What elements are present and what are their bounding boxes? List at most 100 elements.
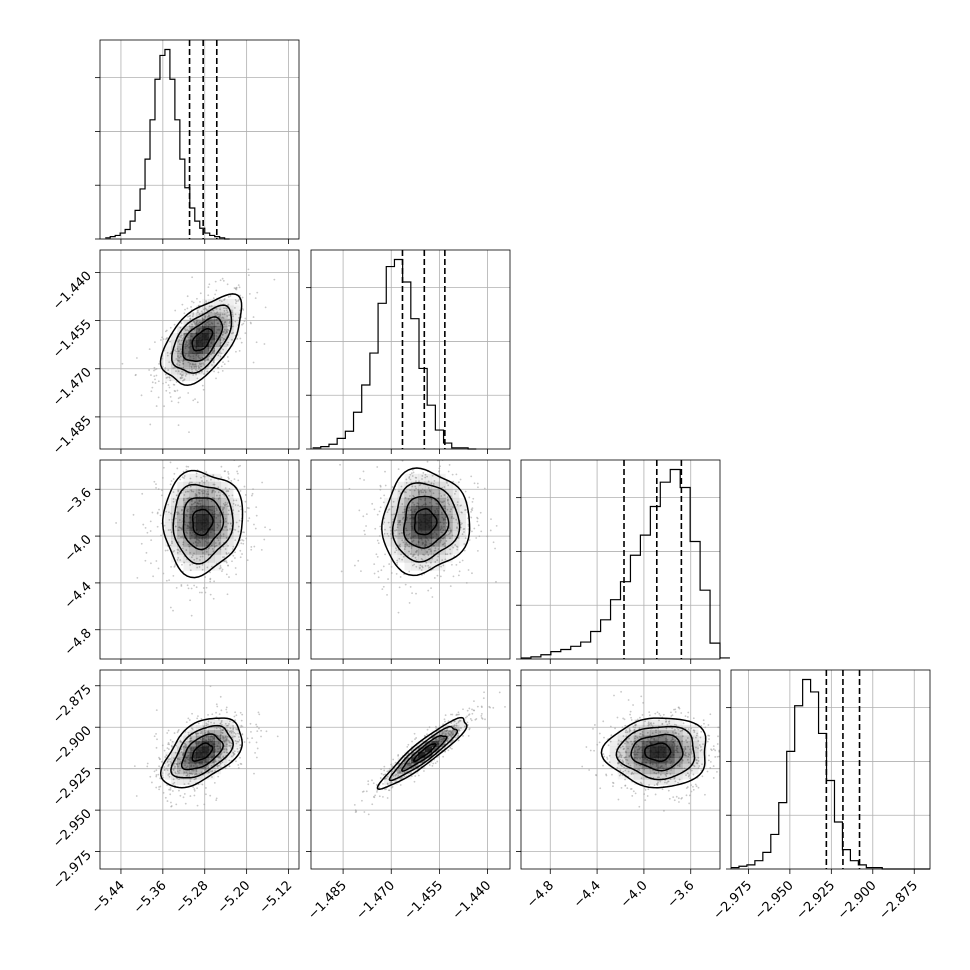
scatter-point [168,376,171,379]
scatter-panel-1-0 [95,249,300,454]
density-cell [171,346,178,354]
density-cell [384,779,392,786]
scatter-point [456,548,459,551]
scatter-point [702,743,704,746]
scatter-point [688,802,691,805]
scatter-point [238,286,241,289]
scatter-point [446,553,449,556]
scatter-point [716,743,719,745]
density-cell [189,481,197,491]
scatter-point [153,375,156,378]
density-cell [233,319,240,327]
scatter-point [237,465,240,468]
scatter-point [156,738,158,741]
scatter-point [619,769,622,772]
density-cell [214,326,222,334]
scatter-point [410,547,413,549]
scatter-point [189,551,192,554]
density-cell [183,554,190,563]
scatter-point [174,349,176,352]
scatter-point [211,547,214,550]
scatter-point [181,379,184,382]
scatter-point [441,730,444,733]
contour-line [171,304,233,374]
scatter-point [709,713,712,716]
density-cell [208,505,215,515]
scatter-point [201,738,204,741]
density-cell [431,546,439,555]
density-cell [404,546,412,555]
scatter-point [217,486,220,489]
scatter-point [692,717,695,720]
density-cell [164,367,172,375]
scatter-point [488,727,491,730]
scatter-point [235,521,238,524]
density-cell [202,305,209,313]
scatter-point [464,509,466,511]
scatter-point [440,501,443,504]
scatter-point [492,541,495,544]
scatter-point [212,309,215,312]
scatter-point [140,394,143,397]
scatter-point [214,750,217,752]
scatter-point [411,475,414,477]
scatter-point [227,522,230,525]
scatter-point [196,566,199,569]
scatter-point [254,751,256,754]
scatter-point [221,556,224,559]
scatter-point [628,755,631,758]
scatter-point [407,752,410,755]
scatter-point [217,775,220,778]
scatter-point [359,477,361,480]
scatter-point [443,542,446,545]
scatter-point [175,363,178,366]
scatter-point [146,765,149,768]
scatter-point [495,524,498,527]
density-cell [452,513,460,523]
scatter-point [219,308,221,311]
scatter-point [238,313,241,316]
scatter-point [470,719,473,722]
scatter-point [454,730,457,733]
scatter-point [209,593,212,596]
density-cell [195,724,203,731]
scatter-point [207,358,209,361]
density-cell [418,554,426,563]
scatter-point [680,712,683,714]
scatter-point [475,537,478,539]
scatter-point [718,750,720,753]
scatter-point [632,772,635,775]
scatter-point [610,734,613,737]
scatter-point [232,725,234,727]
scatter-point [216,767,219,770]
contour-line [170,724,234,779]
scatter-point [177,556,180,559]
scatter-point [220,766,223,769]
scatter-point [443,500,446,503]
scatter-point [436,559,439,561]
scatter-point [203,729,206,731]
scatter-point [409,509,412,512]
density-cell [177,353,184,361]
scatter-point [621,759,624,762]
scatter-point [448,503,451,506]
scatter-point [703,722,705,725]
scatter-point [247,520,249,522]
scatter-point [421,478,423,480]
scatter-point [205,586,208,589]
scatter-point [161,476,164,479]
scatter-point [206,488,209,490]
scatter-panel-3-2 [516,669,721,874]
scatter-point [614,727,616,730]
scatter-point [472,709,475,712]
scatter-point [202,552,204,554]
scatter-point [157,380,160,383]
density-cell [411,530,419,539]
scatter-point [252,316,255,318]
density-cell [202,513,209,523]
scatter-point [451,473,454,476]
density-cell [411,473,419,483]
density-cell [208,473,215,483]
density-cell [226,522,234,531]
density-cell [195,768,203,775]
